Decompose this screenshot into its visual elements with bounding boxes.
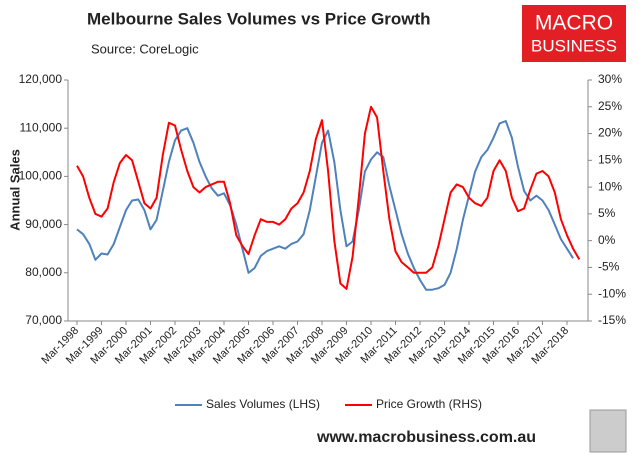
y-tick-label: 110,000 bbox=[20, 120, 63, 134]
footer: www.macrobusiness.com.au bbox=[316, 429, 536, 446]
y2-tick-label: 0% bbox=[598, 233, 616, 247]
legend-label: Sales Volumes (LHS) bbox=[206, 397, 320, 411]
series-line bbox=[76, 105, 581, 290]
chart-title: Melbourne Sales Volumes vs Price Growth bbox=[87, 9, 431, 28]
y-axis-label: Annual Sales bbox=[7, 149, 22, 231]
logo-text: MACRO bbox=[535, 12, 613, 35]
y-tick-label: 80,000 bbox=[25, 265, 62, 279]
y2-tick-label: 20% bbox=[598, 126, 622, 140]
y-tick-label: 70,000 bbox=[25, 313, 62, 327]
logo-text: BUSINESS bbox=[531, 36, 617, 55]
series-line bbox=[76, 120, 574, 291]
y2-tick-label: 10% bbox=[598, 179, 622, 193]
chart-subtitle: Source: CoreLogic bbox=[91, 41, 199, 56]
y2-tick-label: 5% bbox=[598, 206, 616, 220]
y2-tick-label: -15% bbox=[598, 313, 626, 327]
legend-label: Price Growth (RHS) bbox=[376, 397, 482, 411]
y2-tick-label: 25% bbox=[598, 99, 622, 113]
y-tick-label: 90,000 bbox=[25, 217, 62, 231]
y2-tick-label: 15% bbox=[598, 153, 622, 167]
logo-icon bbox=[589, 409, 627, 453]
logo-box bbox=[522, 5, 626, 62]
y2-tick-label: 30% bbox=[598, 72, 622, 86]
y-tick-label: 120,000 bbox=[19, 72, 63, 86]
y-tick-label: 100,000 bbox=[19, 169, 63, 183]
y2-tick-label: -10% bbox=[598, 286, 626, 300]
y2-tick-label: -5% bbox=[598, 260, 620, 274]
